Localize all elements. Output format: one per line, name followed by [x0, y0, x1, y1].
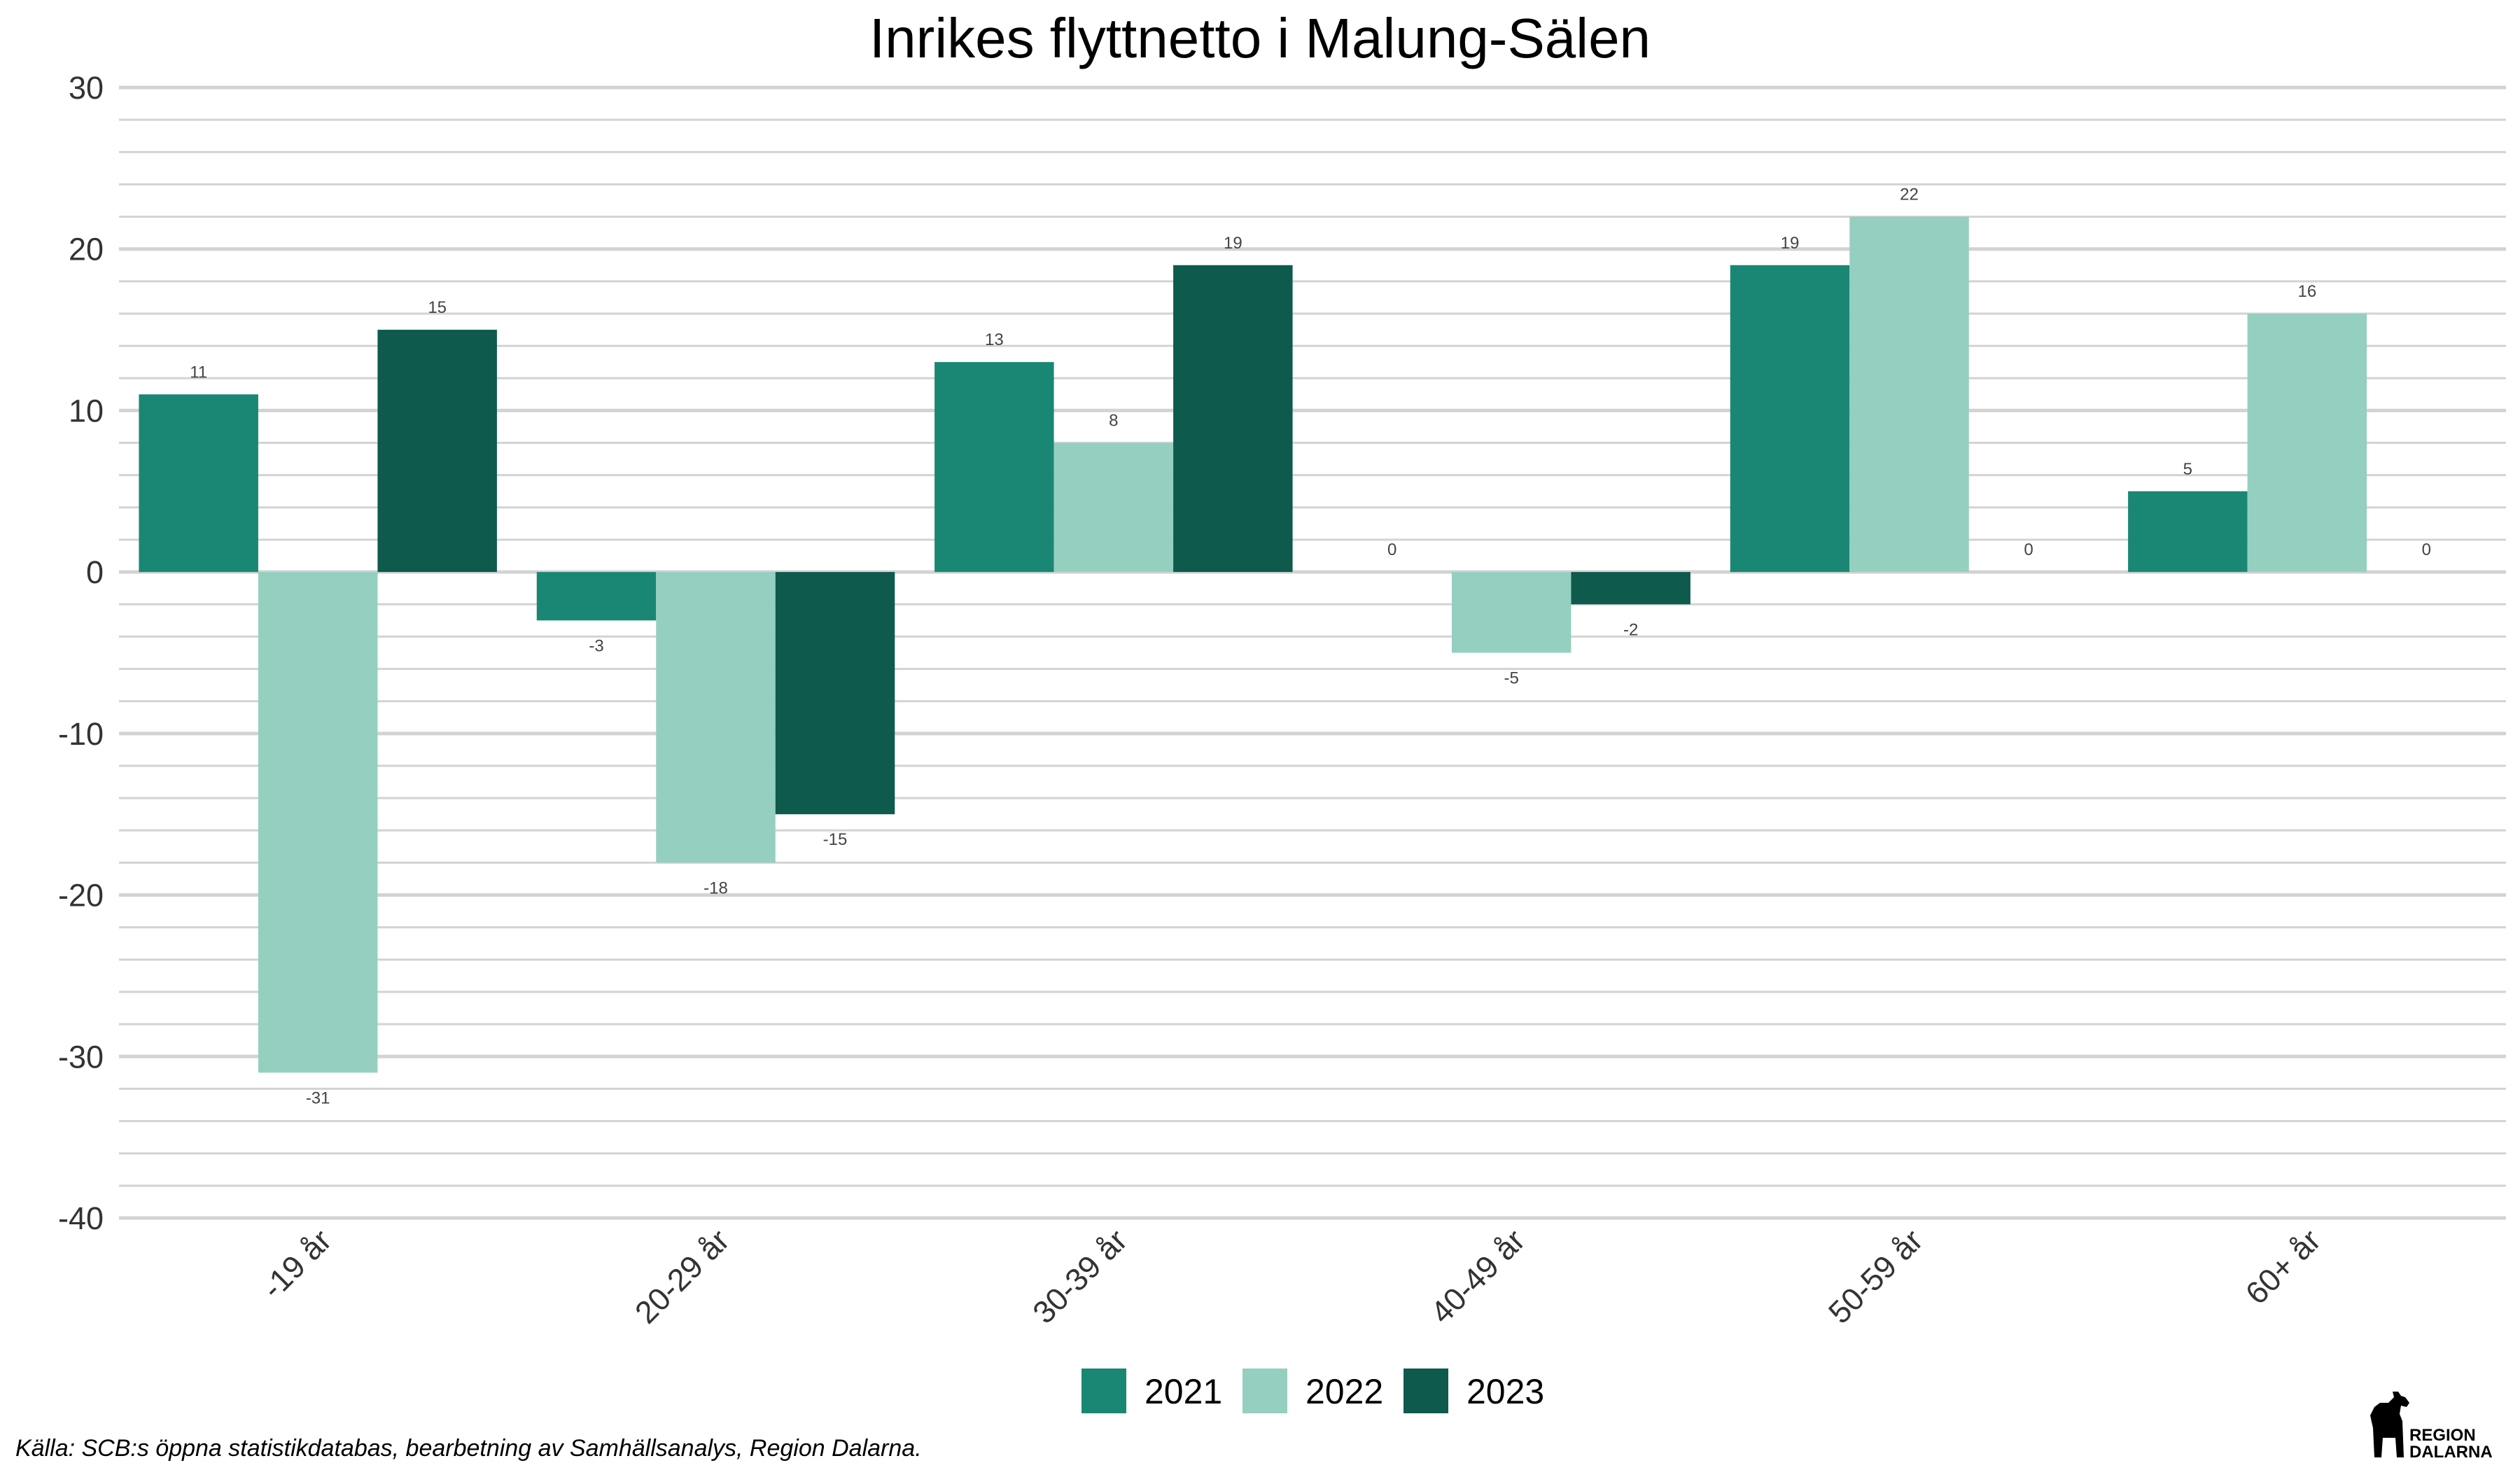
- data-labels: 11 -31 15 -3 -18 -15 13 8 19 0 -5 -2 19 22 0 5 16 0: [190, 186, 2431, 1108]
- bar: [1849, 216, 1969, 573]
- legend-swatch: [1404, 1368, 1448, 1413]
- bar: [536, 572, 657, 621]
- bar: [934, 362, 1054, 573]
- chart-title: Inrikes flyttnetto i Malung-Sälen: [869, 7, 1651, 69]
- data-label: -31: [306, 1088, 330, 1107]
- data-label: 16: [2297, 282, 2316, 301]
- x-tick-label: -19 år: [255, 1222, 338, 1306]
- data-label: -18: [704, 878, 728, 897]
- bar: [1054, 442, 1174, 573]
- legend-label: 2023: [1466, 1372, 1544, 1411]
- data-label: -3: [589, 636, 603, 655]
- data-label: -5: [1504, 669, 1518, 688]
- bars: [139, 216, 2367, 1073]
- x-tick-label: 60+ år: [2239, 1222, 2328, 1311]
- bar: [775, 572, 895, 815]
- bar: [377, 330, 497, 573]
- data-label: 0: [2024, 540, 2033, 559]
- y-tick-label: 30: [69, 70, 104, 106]
- bar: [139, 394, 258, 573]
- logo-line1: REGION: [2409, 1426, 2476, 1445]
- y-tick-label: -10: [58, 716, 104, 752]
- bar: [1730, 265, 1850, 573]
- data-label: 15: [428, 298, 447, 317]
- y-tick-label: -30: [58, 1039, 104, 1074]
- bar: [656, 572, 776, 863]
- dala-horse-icon: [2370, 1392, 2409, 1457]
- data-label: 22: [1900, 186, 1919, 204]
- bar: [2247, 314, 2367, 573]
- x-tick-label: 20-29 år: [628, 1222, 736, 1331]
- y-tick-label: -20: [58, 878, 104, 913]
- y-tick-label: 0: [86, 554, 104, 590]
- legend-label: 2022: [1306, 1372, 1383, 1411]
- region-dalarna-logo: REGION DALARNA: [2370, 1392, 2493, 1462]
- data-label: 19: [1781, 234, 1800, 253]
- legend-swatch: [1242, 1368, 1287, 1413]
- data-label: 8: [1109, 412, 1118, 430]
- data-label: -15: [823, 830, 848, 849]
- data-label: 0: [2422, 540, 2431, 559]
- logo-line2: DALARNA: [2409, 1443, 2493, 1462]
- y-tick-label: 20: [69, 232, 104, 267]
- data-label: 11: [190, 363, 207, 382]
- data-label: 0: [1387, 540, 1396, 559]
- data-label: 13: [985, 330, 1004, 349]
- y-tick-label: -40: [58, 1200, 104, 1236]
- source-caption: Källa: SCB:s öppna statistikdatabas, bea…: [15, 1435, 922, 1462]
- legend-label: 2021: [1144, 1372, 1222, 1411]
- legend: 2021 2022 2023: [1082, 1368, 1544, 1413]
- bar: [1451, 572, 1572, 653]
- x-tick-label: 50-59 år: [1821, 1222, 1930, 1331]
- y-tick-label: 10: [69, 393, 104, 428]
- bar: [258, 572, 378, 1073]
- x-tick-label: 40-49 år: [1424, 1222, 1532, 1331]
- legend-swatch: [1082, 1368, 1126, 1413]
- x-axis-ticks: -19 år 20-29 år 30-39 år 40-49 år 50-59 år 60…: [255, 1222, 2328, 1331]
- data-label: 5: [2183, 460, 2192, 479]
- gridlines: [119, 85, 2506, 1220]
- x-tick-label: 30-39 år: [1026, 1222, 1134, 1331]
- bar: [1173, 265, 1293, 573]
- bar: [2128, 491, 2248, 573]
- data-label: 19: [1224, 234, 1242, 253]
- bar: [1571, 572, 1690, 605]
- y-axis-ticks: 30 20 10 0 -10 -20 -30 -40: [58, 70, 104, 1236]
- data-label: -2: [1623, 620, 1638, 639]
